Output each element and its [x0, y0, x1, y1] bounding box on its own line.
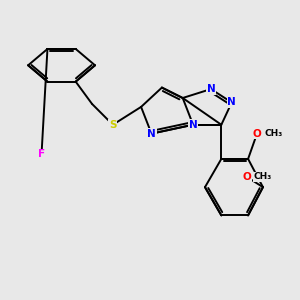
Text: N: N [189, 120, 197, 130]
Text: N: N [147, 129, 156, 139]
Text: N: N [207, 84, 215, 94]
Text: O: O [242, 172, 251, 182]
Text: CH₃: CH₃ [264, 129, 283, 138]
Text: S: S [109, 120, 117, 130]
Text: O: O [253, 129, 261, 139]
Text: F: F [38, 149, 45, 160]
Text: CH₃: CH₃ [254, 172, 272, 181]
Text: N: N [227, 98, 236, 107]
